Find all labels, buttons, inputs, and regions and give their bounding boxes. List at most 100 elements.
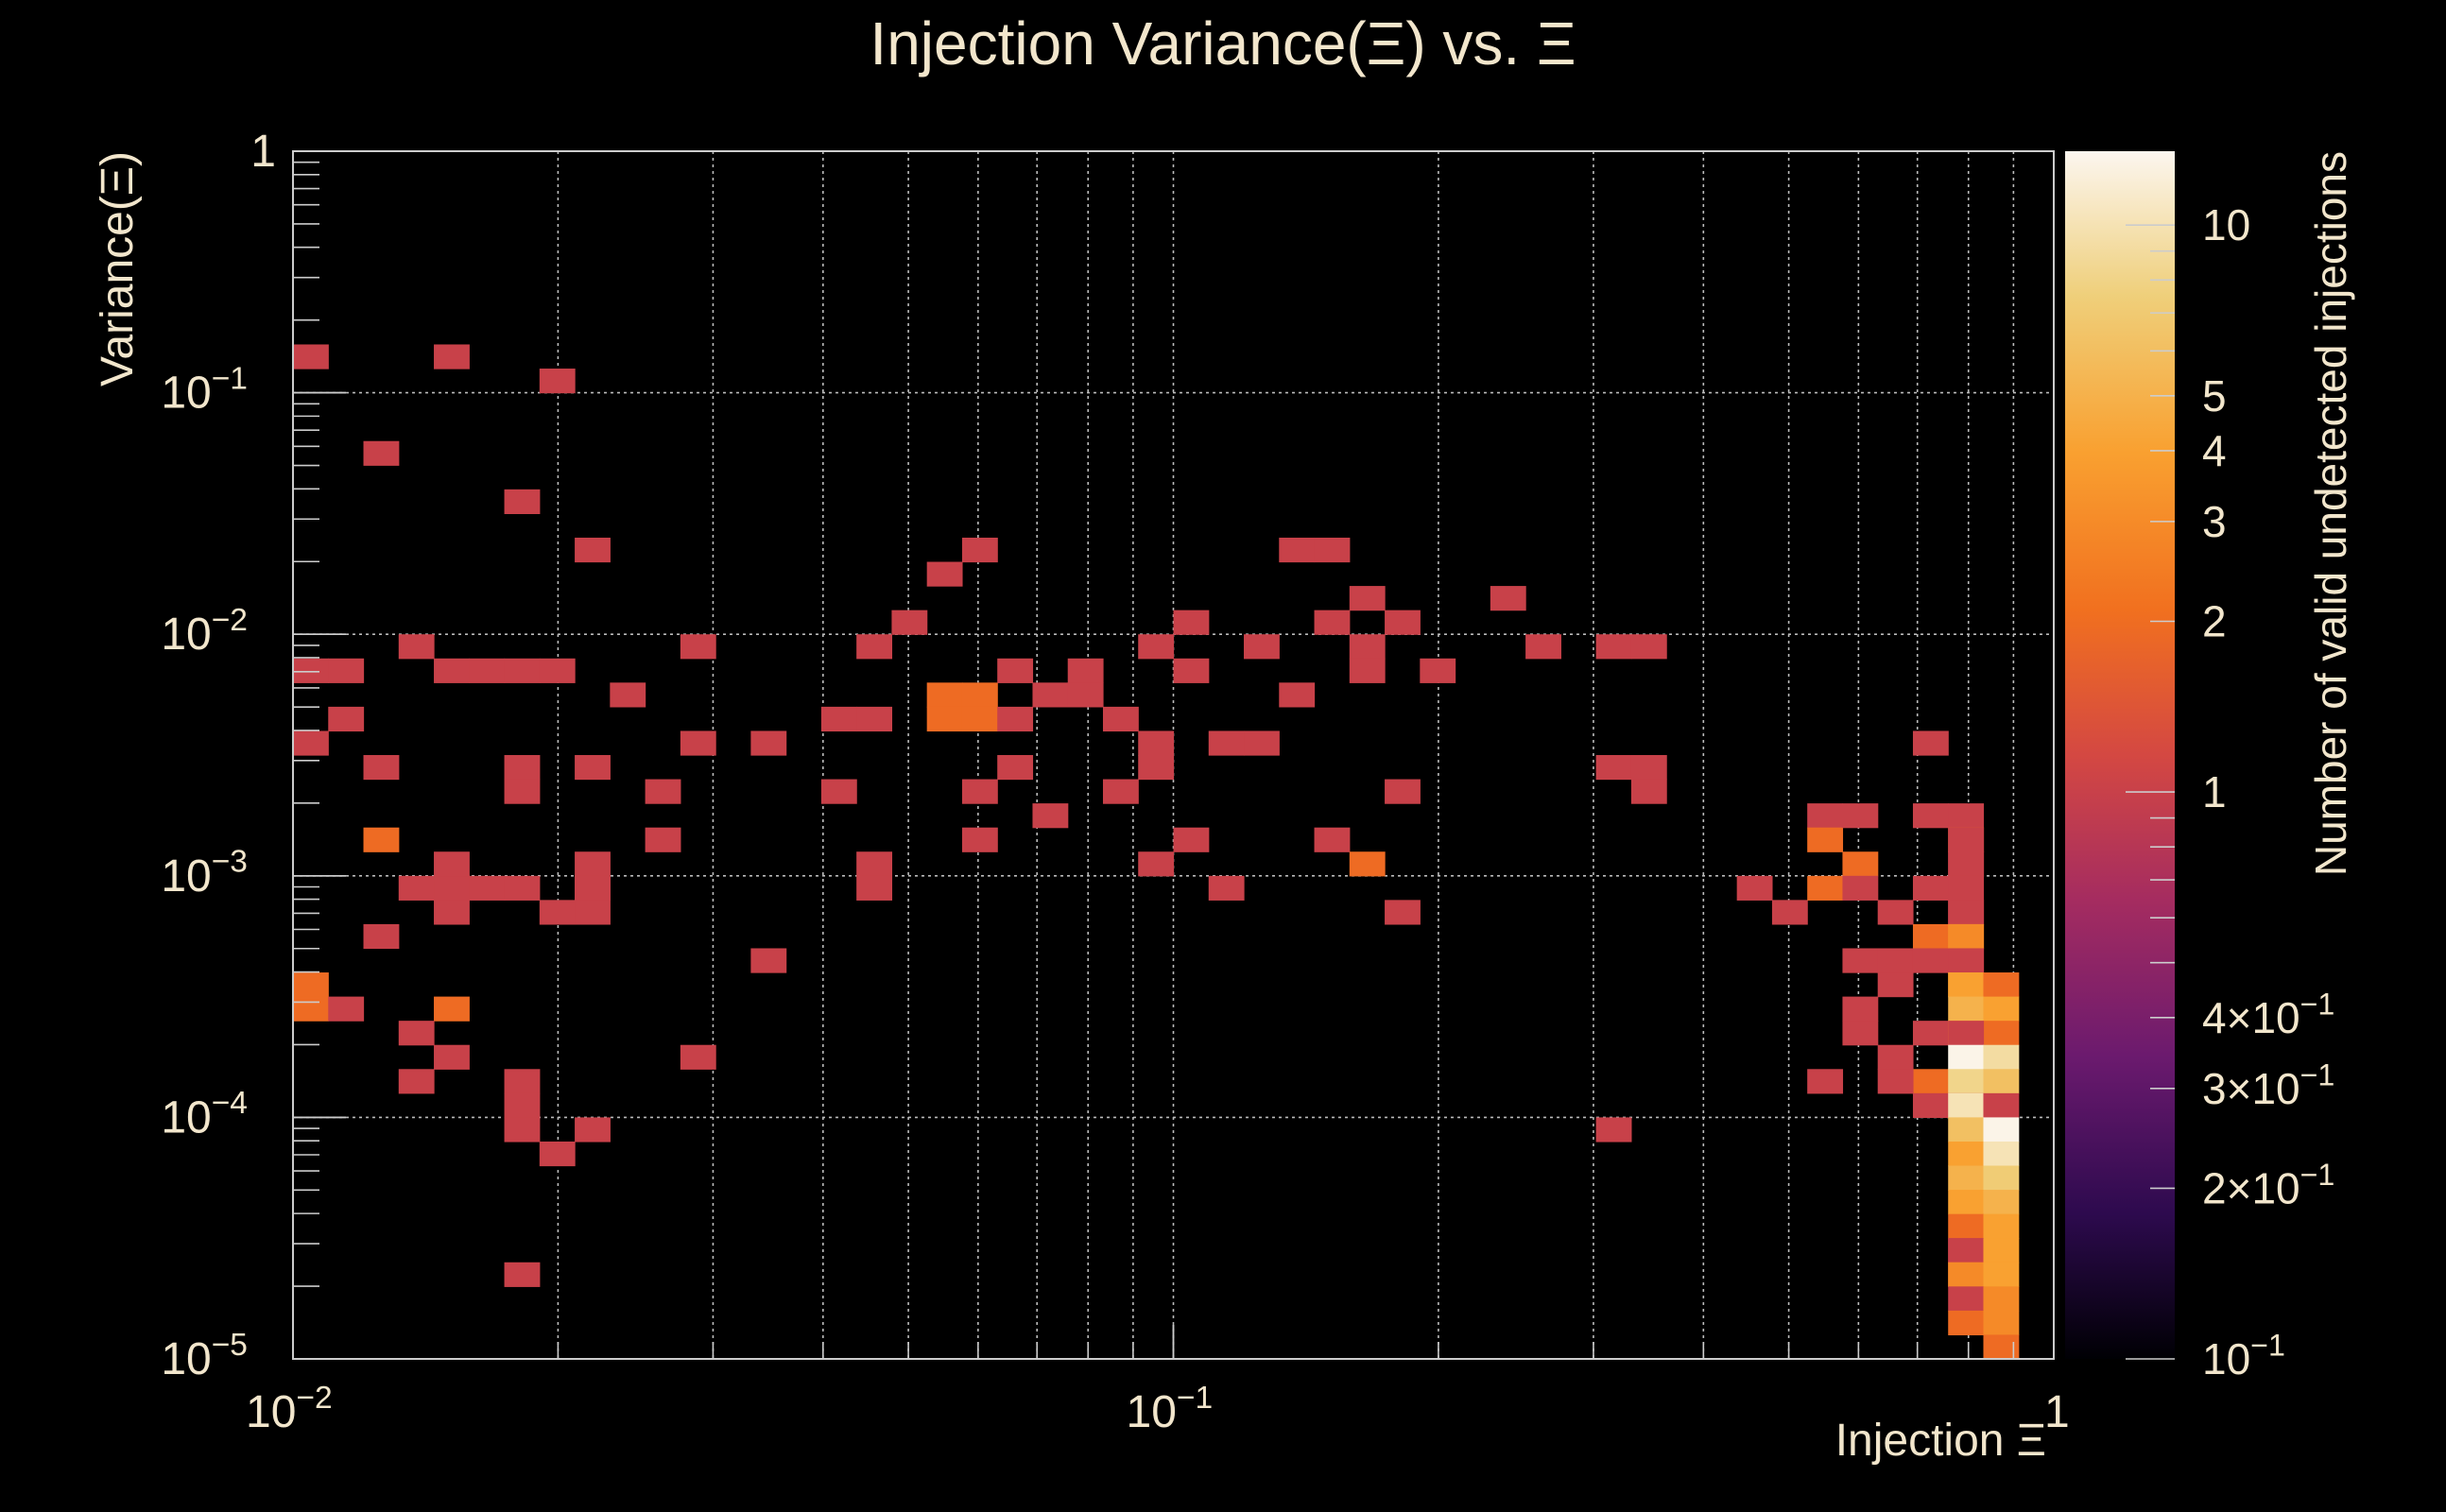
histogram-cell <box>328 658 365 683</box>
histogram-cell <box>1948 1213 1985 1239</box>
histogram-cell <box>1279 537 1316 563</box>
histogram-cell <box>504 658 541 683</box>
histogram-cell <box>856 706 893 732</box>
histogram-cell <box>504 1262 541 1287</box>
histogram-cell <box>504 1117 541 1143</box>
histogram-cell <box>1877 900 1914 925</box>
histogram-cell <box>1948 803 1985 829</box>
histogram-cell <box>820 706 857 732</box>
colorbar-ticks <box>2126 224 2175 1360</box>
histogram-cell <box>820 779 857 804</box>
histogram-cell <box>1948 1262 1985 1287</box>
histogram-cell <box>1983 972 2020 998</box>
histogram-cell <box>575 755 611 781</box>
y-tick-label: 10−2 <box>161 603 248 660</box>
histogram-cell <box>1948 1044 1985 1070</box>
histogram-cell <box>997 706 1034 732</box>
histogram-cell <box>575 875 611 901</box>
histogram-cell <box>1983 1021 2020 1046</box>
histogram-cell <box>1912 923 1949 950</box>
histogram-cell <box>1385 779 1421 804</box>
histogram-cell <box>363 827 400 852</box>
colorbar-tick-label: 10 <box>2202 200 2250 249</box>
histogram-cell <box>1807 1069 1844 1094</box>
histogram-cell <box>363 755 400 781</box>
histogram-cell <box>1102 779 1139 804</box>
colorbar-tick-label: 4 <box>2202 426 2227 475</box>
histogram-cell <box>1138 730 1175 756</box>
histogram-cell <box>997 658 1034 683</box>
histogram-cell <box>1067 658 1104 683</box>
histogram-cell <box>504 489 541 514</box>
histogram-cell <box>1032 803 1069 829</box>
histogram-cell <box>1032 682 1069 708</box>
colorbar <box>2065 151 2175 1359</box>
histogram-cell <box>575 537 611 563</box>
colorbar-tick-label: 10−1 <box>2202 1329 2285 1383</box>
histogram-cell <box>1736 875 1773 901</box>
histogram-cell <box>1983 1190 2020 1215</box>
histogram-cell <box>1314 827 1351 852</box>
histogram-cell <box>1842 875 1879 901</box>
histogram-cell <box>398 1069 435 1094</box>
histogram-cell <box>1983 1213 2020 1239</box>
histogram-cell <box>539 369 576 394</box>
histogram-cell <box>1948 1286 1985 1312</box>
histogram-cell <box>1385 900 1421 925</box>
histogram-cell <box>293 996 329 1022</box>
histogram-cell <box>1983 1165 2020 1191</box>
histogram-cell <box>961 682 998 708</box>
x-axis-label: Injection Ξ <box>1835 1416 2046 1466</box>
histogram-cell <box>434 658 470 683</box>
histogram-cell <box>434 875 470 901</box>
histogram-cell <box>1842 996 1879 1022</box>
colorbar-tick-label: 3 <box>2202 497 2227 546</box>
histogram-cell <box>750 948 787 973</box>
histogram-cell <box>1208 875 1245 901</box>
histogram-cell <box>328 706 365 732</box>
histogram-cell <box>1067 682 1104 708</box>
histogram-cell <box>539 1141 576 1167</box>
histogram-cell <box>926 682 963 708</box>
histogram-cell <box>1912 948 1949 973</box>
histogram-cell <box>434 1044 470 1070</box>
histogram-cell <box>856 851 893 877</box>
histogram-cell <box>1912 1092 1949 1118</box>
histogram-cell <box>1983 1286 2020 1312</box>
histogram-cell <box>1912 1021 1949 1046</box>
plot-frame <box>292 150 2055 1360</box>
histogram-cell <box>1349 851 1386 877</box>
histogram-cell <box>469 658 506 683</box>
histogram-cell <box>1385 610 1421 635</box>
histogram-cell <box>1525 634 1561 660</box>
colorbar-tick-label: 1 <box>2202 767 2227 816</box>
histogram-cell <box>434 344 470 369</box>
histogram-cell <box>1948 1165 1985 1191</box>
histogram-cell <box>504 875 541 901</box>
histogram-cell <box>961 706 998 732</box>
x-tick-label: 10−1 <box>1127 1381 1214 1437</box>
histogram-cell <box>1948 972 1985 998</box>
histogram-cell <box>1138 851 1175 877</box>
histogram-cell <box>1983 1238 2020 1263</box>
histogram-cell <box>610 682 646 708</box>
histogram-cell <box>1983 1262 2020 1287</box>
histogram-cell <box>293 972 329 998</box>
histogram-cell <box>856 634 893 660</box>
colorbar-tick-label: 2 <box>2202 597 2227 646</box>
histogram-cell <box>926 706 963 732</box>
histogram-cell <box>1948 851 1985 877</box>
histogram-cell <box>293 344 329 369</box>
colorbar-tick-label: 3×10−1 <box>2202 1057 2334 1112</box>
y-tick-label: 10−4 <box>161 1086 248 1143</box>
histogram-cell <box>1842 851 1879 877</box>
histogram-cell <box>1842 948 1879 973</box>
y-tick-label: 10−1 <box>161 361 248 418</box>
histogram-cell <box>575 1117 611 1143</box>
histogram-cell <box>434 996 470 1022</box>
histogram-cell <box>926 561 963 587</box>
histogram-cell <box>398 875 435 901</box>
x-tick-label: 10−2 <box>246 1381 333 1437</box>
histogram-cell <box>1595 1117 1632 1143</box>
histogram-cell <box>293 730 329 756</box>
